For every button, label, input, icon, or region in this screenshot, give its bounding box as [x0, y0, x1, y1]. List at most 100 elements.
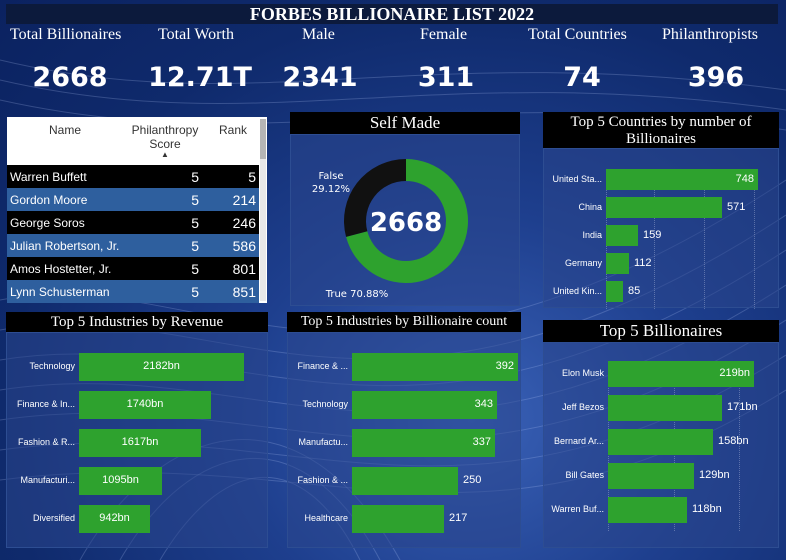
bar[interactable] — [79, 391, 211, 419]
donut-slice-true[interactable] — [346, 159, 468, 283]
kpi-value: 396 — [687, 62, 745, 93]
cell-score: 5 — [191, 284, 199, 300]
cell-rank: 214 — [232, 192, 256, 208]
kpi-label: Total Billionaires — [10, 26, 122, 43]
kpi-label: Male — [302, 26, 335, 43]
bar[interactable] — [352, 391, 497, 419]
bar[interactable] — [606, 225, 638, 246]
bar-value-label: 1617bn — [121, 436, 159, 448]
category-label: China — [578, 201, 602, 212]
category-label: United Kin... — [552, 285, 602, 296]
table-row[interactable]: Julian Robertson, Jr. 5 586 — [7, 234, 259, 257]
bar-value-label: 85 — [628, 284, 641, 297]
table-row[interactable]: Amos Hostetter, Jr. 5 801 — [7, 257, 259, 280]
category-label: Technology — [29, 361, 75, 371]
kpi-value: 12.71T — [148, 62, 252, 93]
bar-value-label: 2182bn — [143, 360, 180, 372]
bar[interactable] — [352, 353, 518, 381]
bar[interactable] — [79, 429, 201, 457]
industries-revenue-bar-chart[interactable]: Technology 2182bn Finance & In... 1740bn Fas… — [6, 332, 268, 548]
category-label: Germany — [564, 257, 602, 268]
cell-name: Julian Robertson, Jr. — [10, 239, 120, 253]
cell-rank: 801 — [232, 261, 256, 277]
bar-value-label: 571 — [727, 200, 746, 213]
countries-bar-chart[interactable]: United Sta... 748 China 571 India 159 Germany 1… — [543, 148, 779, 309]
philanthropy-table[interactable]: Name Philanthropy Score ▲ Rank Warren Bu… — [7, 117, 267, 303]
category-label: Diversified — [32, 513, 75, 523]
cell-name: George Soros — [10, 216, 85, 230]
category-label: Jeff Bezos — [562, 402, 604, 412]
cell-rank: 851 — [232, 284, 256, 300]
category-label: Bernard Ar... — [553, 436, 604, 446]
category-label: United Sta... — [552, 173, 602, 184]
bar[interactable] — [606, 253, 629, 274]
scrollbar-thumb[interactable] — [260, 119, 266, 159]
cell-name: Gordon Moore — [10, 193, 88, 207]
category-label: India — [582, 229, 602, 240]
bar[interactable] — [606, 197, 722, 218]
category-label: Bill Gates — [565, 470, 604, 480]
bar[interactable] — [608, 497, 687, 523]
category-label: Elon Musk — [561, 368, 604, 378]
cell-rank: 246 — [232, 215, 256, 231]
table-row[interactable]: Lynn Schusterman 5 851 — [7, 280, 259, 303]
bar-value-label: 1740bn — [126, 398, 164, 410]
bar[interactable] — [79, 467, 162, 495]
bar[interactable] — [352, 429, 495, 457]
bar[interactable] — [608, 463, 694, 489]
category-label: Manufacturi... — [20, 475, 75, 485]
bar-value-label: 942bn — [99, 512, 130, 524]
bar-value-label: 158bn — [718, 435, 749, 447]
kpi-label: Total Worth — [158, 26, 234, 43]
self-made-donut-chart[interactable]: 2668 False 29.12% True 70.88% — [291, 135, 521, 307]
cell-score: 5 — [191, 215, 199, 231]
table-row[interactable]: Gordon Moore 5 214 — [7, 188, 259, 211]
table-scrollbar[interactable] — [260, 119, 266, 301]
bar-value-label: 392 — [495, 360, 514, 372]
category-label: Warren Buf... — [551, 504, 604, 514]
kpi-value: 74 — [563, 62, 601, 93]
donut-slice-false[interactable] — [344, 159, 406, 237]
kpi-value: 2341 — [282, 62, 358, 93]
bar[interactable] — [608, 429, 713, 455]
bar[interactable] — [608, 361, 754, 387]
bar-value-label: 129bn — [699, 469, 730, 481]
bar[interactable] — [606, 281, 623, 302]
category-label: Fashion & ... — [297, 475, 348, 485]
self-made-panel: 2668 False 29.12% True 70.88% — [290, 134, 520, 306]
donut-label-false: False — [318, 171, 343, 182]
category-label: Healthcare — [304, 513, 348, 523]
kpi-label: Total Countries — [528, 26, 627, 43]
donut-percent-false: 29.12% — [312, 184, 350, 195]
bar-value-label: 1095bn — [102, 474, 139, 486]
top-billionaires-bar-chart[interactable]: Elon Musk 219bn Jeff Bezos 171bn Bernard Ar.… — [543, 342, 779, 548]
cell-score: 5 — [191, 192, 199, 208]
cell-score: 5 — [191, 169, 199, 185]
bar-value-label: 343 — [474, 398, 493, 410]
bar[interactable] — [608, 395, 722, 421]
column-header-rank[interactable]: Rank — [219, 123, 248, 137]
bar[interactable] — [606, 169, 758, 190]
bar[interactable] — [79, 353, 244, 381]
category-label: Fashion & R... — [17, 437, 75, 447]
category-label: Finance & In... — [16, 399, 75, 409]
kpi-label: Female — [420, 26, 468, 43]
category-label: Finance & ... — [297, 361, 348, 371]
gridline — [739, 361, 740, 531]
kpi-label: Philanthropists — [662, 26, 759, 43]
table-row[interactable]: George Soros 5 246 — [7, 211, 259, 234]
donut-label-true: True 70.88% — [325, 289, 389, 300]
table-header: Name Philanthropy Score ▲ Rank — [7, 117, 259, 163]
bar[interactable] — [79, 505, 150, 533]
column-header-philanthropy-score[interactable]: Philanthropy Score ▲ — [129, 123, 201, 159]
cell-score: 5 — [191, 261, 199, 277]
gridline — [754, 169, 755, 309]
bar[interactable] — [352, 467, 458, 495]
column-header-name[interactable]: Name — [49, 123, 82, 137]
top-billionaires-title: Top 5 Billionaires — [543, 320, 779, 342]
industries-count-bar-chart[interactable]: Finance & ... 392 Technology 343 Manufactu..… — [287, 332, 521, 548]
countries-chart-title: Top 5 Countries by number of Billionaire… — [543, 112, 779, 148]
table-row[interactable]: Warren Buffett 5 5 — [7, 165, 259, 188]
bar[interactable] — [352, 505, 444, 533]
